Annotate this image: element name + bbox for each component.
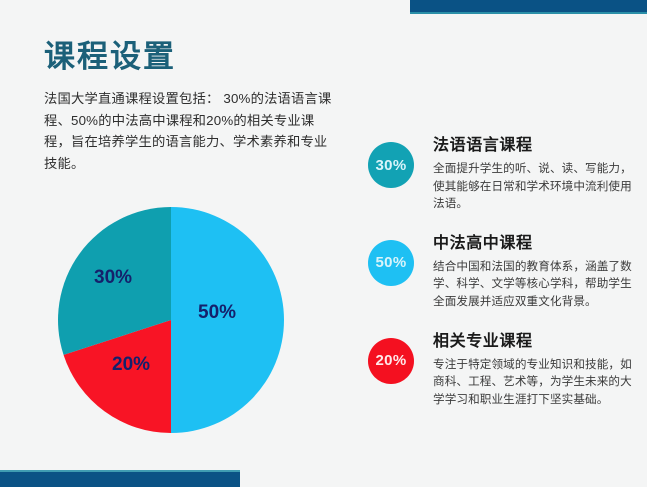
slide-description: 法国大学直通课程设置包括： 30%的法语语言课程、50%的中法高中课程和20%的… (44, 91, 332, 171)
pie-slice-50 (171, 207, 284, 433)
decor-bar-top-accent (410, 12, 647, 14)
pie-slice-20 (63, 320, 171, 433)
pie-label-30: 30% (94, 267, 133, 288)
legend-list: 30% 法语语言课程 全面提升学生的听、说、读、写能力，使其能够在日常和学术环境… (368, 136, 643, 408)
pie-chart: 30% 50% 20% (58, 207, 284, 433)
page-title: 课程设置 (44, 39, 176, 74)
decor-bar-top (410, 0, 647, 14)
legend-badge-20: 20% (368, 337, 414, 384)
legend-text-related-major: 专注于特定领域的专业知识和技能，如商科、工程、艺术等，为学生未来的大学学习和职业… (433, 357, 632, 406)
pie-slice-30 (58, 207, 171, 355)
legend-title-french-language: 法语语言课程 (433, 137, 533, 154)
legend-item-related-major: 20% 相关专业课程 专注于特定领域的专业知识和技能，如商科、工程、艺术等，为学… (368, 332, 643, 409)
legend-item-french-language: 30% 法语语言课程 全面提升学生的听、说、读、写能力，使其能够在日常和学术环境… (368, 136, 643, 213)
legend-item-sino-french-highschool: 50% 中法高中课程 结合中国和法国的教育体系，涵盖了数学、科学、文学等核心学科… (368, 234, 643, 311)
pie-label-50: 50% (198, 302, 237, 323)
legend-badge-50: 50% (368, 239, 414, 286)
legend-text-sino-french-highschool: 结合中国和法国的教育体系，涵盖了数学、科学、文学等核心学科，帮助学生全面发展并适… (433, 259, 632, 309)
legend-badge-30: 30% (368, 142, 414, 188)
legend-body: 相关专业课程 专注于特定领域的专业知识和技能，如商科、工程、艺术等，为学生未来的… (433, 332, 643, 409)
legend-title-sino-french-highschool: 中法高中课程 (433, 234, 533, 252)
pie-chart-svg (58, 207, 284, 433)
legend-title-related-major: 相关专业课程 (433, 332, 533, 350)
legend-body: 法语语言课程 全面提升学生的听、说、读、写能力，使其能够在日常和学术环境中流利使… (433, 136, 643, 213)
pie-label-20: 20% (112, 354, 151, 375)
legend-text-french-language: 全面提升学生的听、说、读、写能力，使其能够在日常和学术环境中流利使用法语。 (433, 162, 632, 211)
decor-bar-bottom-accent (0, 470, 240, 472)
legend-body: 中法高中课程 结合中国和法国的教育体系，涵盖了数学、科学、文学等核心学科，帮助学… (433, 234, 643, 311)
decor-bar-bottom (0, 472, 240, 487)
